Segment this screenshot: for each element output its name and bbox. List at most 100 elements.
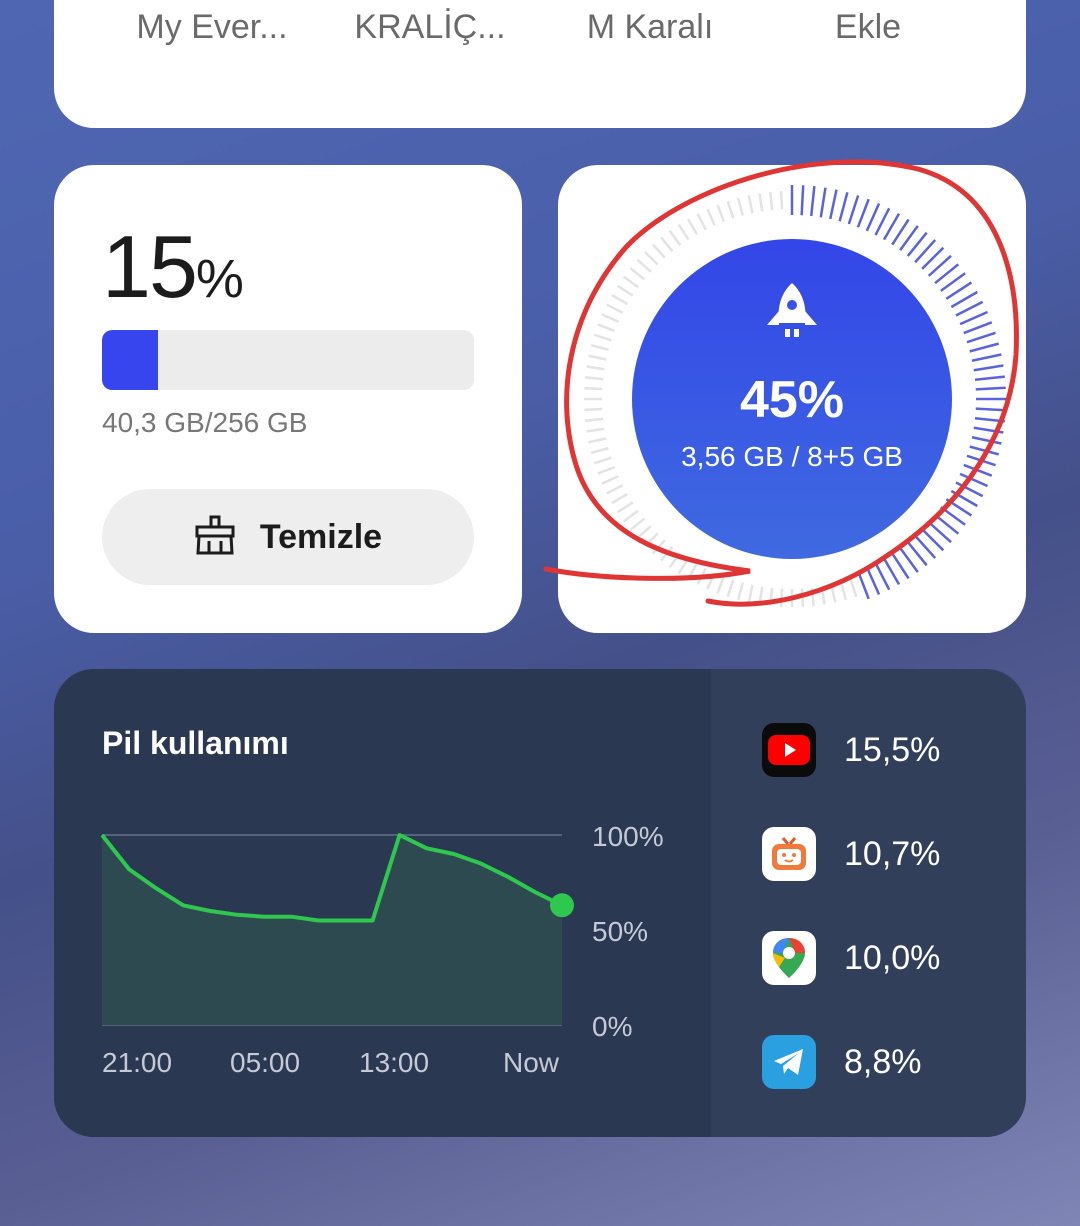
memory-detail: 3,56 GB / 8+5 GB <box>681 441 903 472</box>
gauge-tick-free <box>611 492 629 505</box>
google-maps-icon <box>762 931 816 985</box>
battery-title: Pil kullanımı <box>102 725 289 761</box>
memory-percent: 45% <box>739 371 845 429</box>
gauge-tick-free <box>747 195 754 214</box>
y-tick-label: 50% <box>592 916 649 947</box>
gauge-tick-used <box>971 436 1002 445</box>
gauge-tick-used <box>973 364 1004 372</box>
gauge-tick-free <box>593 456 612 465</box>
gauge-tick-used <box>891 218 910 246</box>
gauge-tick-free <box>616 284 634 297</box>
storage-progress-fill <box>102 330 158 390</box>
red-annotation-circle <box>543 159 1019 607</box>
gauge-tick-free <box>584 407 603 412</box>
gauge-tick-used <box>914 534 937 559</box>
gauge-tick-used <box>874 562 891 591</box>
y-tick-label: 100% <box>592 821 664 852</box>
storage-percent: 15% <box>102 217 244 316</box>
tv-app-icon <box>762 827 816 881</box>
gauge-tick-free <box>716 204 726 223</box>
gauge-tick-free <box>590 343 609 352</box>
gauge-tick-free <box>651 243 666 259</box>
gauge-tick-used <box>945 281 973 300</box>
gauge-tick-free <box>736 197 745 216</box>
gauge-tick-used <box>966 331 996 344</box>
gauge-tick-free <box>622 509 640 523</box>
gauge-tick-used <box>847 195 860 225</box>
x-tick-label: 21:00 <box>102 1047 173 1078</box>
gauge-tick-used <box>899 225 919 251</box>
gauge-tick-free <box>677 223 690 241</box>
gauge-tick-free <box>736 582 745 601</box>
gauge-tick-used <box>975 386 1006 391</box>
app-battery-percent: 10,0% <box>844 938 941 977</box>
battery-area <box>102 835 562 1025</box>
gauge-tick-free <box>601 313 619 323</box>
battery-app-row[interactable]: 15,5% <box>762 722 940 778</box>
memory-circle <box>632 239 952 559</box>
gauge-tick-free <box>611 293 629 306</box>
gauge-tick-used <box>838 191 849 222</box>
gauge-tick-used <box>969 342 1000 353</box>
gauge-tick-free <box>606 303 624 314</box>
gauge-tick-used <box>921 528 945 552</box>
youtube-icon <box>762 723 816 777</box>
recent-app-2[interactable]: KRALİÇ... <box>354 8 506 46</box>
gauge-tick-free <box>601 475 619 485</box>
gauge-tick-free <box>586 427 605 433</box>
gauge-tick-used <box>809 186 816 217</box>
gauge-tick-free <box>839 582 848 601</box>
gauge-tick-free <box>585 376 604 381</box>
gauge-tick-used <box>914 239 937 264</box>
app-battery-percent: 15,5% <box>844 730 941 769</box>
gauge-tick-free <box>622 275 640 289</box>
gauge-tick-used <box>974 375 1005 382</box>
gauge-tick-free <box>606 484 624 495</box>
battery-app-row[interactable]: 10,7% <box>762 826 940 882</box>
gauge-tick-used <box>874 207 891 236</box>
gauge-tick-free <box>849 579 858 598</box>
battery-app-row[interactable]: 8,8% <box>762 1034 922 1090</box>
gauge-tick-used <box>882 213 901 241</box>
app-battery-percent: 8,8% <box>844 1042 922 1081</box>
recent-apps-card: My Ever... KRALİÇ... M Karalı Ekle <box>54 0 1026 128</box>
gauge-tick-free <box>629 267 646 281</box>
gauge-tick-used <box>882 557 901 585</box>
gauge-tick-free <box>597 323 616 333</box>
recent-app-3[interactable]: M Karalı <box>586 8 714 46</box>
gauge-tick-used <box>927 521 952 544</box>
telegram-icon <box>762 1035 816 1089</box>
clean-button[interactable]: Temizle <box>102 489 474 585</box>
gauge-tick-used <box>927 254 952 277</box>
recent-app-1[interactable]: My Ever... <box>136 8 288 46</box>
rocket-icon <box>759 281 825 347</box>
add-app-button[interactable]: Ekle <box>834 8 902 46</box>
battery-app-row[interactable]: 10,0% <box>762 930 940 986</box>
x-tick-label: Now <box>503 1047 560 1078</box>
gauge-tick-used <box>921 246 945 270</box>
gauge-tick-free <box>586 365 605 371</box>
gauge-tick-free <box>585 417 604 422</box>
gauge-tick-used <box>959 310 989 326</box>
storage-progress-bar <box>102 330 474 390</box>
gauge-tick-free <box>597 465 616 475</box>
battery-chart <box>100 833 574 1026</box>
gauge-tick-free <box>588 437 607 444</box>
gauge-tick-used <box>934 513 960 535</box>
gauge-tick-free <box>779 191 784 210</box>
gauge-tick-free <box>636 258 652 273</box>
gauge-tick-free <box>636 525 652 540</box>
gauge-tick-free <box>747 584 754 603</box>
gauge-tick-free <box>706 208 716 226</box>
memory-gauge <box>543 159 1019 607</box>
memory-card[interactable]: 45% 3,56 GB / 8+5 GB <box>543 159 1026 633</box>
gauge-tick-free <box>629 517 646 531</box>
gauge-tick-used <box>865 566 881 596</box>
app-battery-percent: 10,7% <box>844 834 941 873</box>
y-tick-label: 0% <box>592 1011 633 1042</box>
storage-card[interactable]: 15% 40,3 GB/256 GB Temizle <box>54 165 522 633</box>
gauge-tick-free <box>726 579 735 598</box>
gauge-tick-free <box>726 200 735 219</box>
battery-line <box>100 833 563 923</box>
battery-usage-card[interactable]: Pil kullanımı 100% 50% 0% 21:00 05:00 13… <box>54 669 1026 1137</box>
